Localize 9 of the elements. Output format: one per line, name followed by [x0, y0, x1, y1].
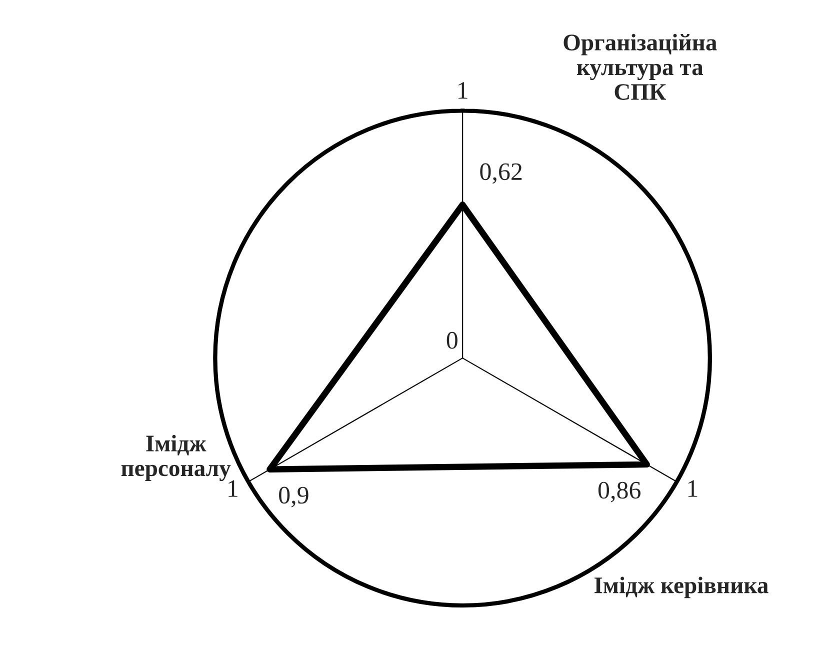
spoke-label: Імідж керівника	[594, 576, 768, 598]
text: 1	[458, 82, 468, 99]
spoke-label: Організаційна культура та СПК	[564, 34, 717, 100]
data-label: 0,62	[480, 163, 522, 184]
spoke-label: Імідж персоналу	[121, 434, 231, 482]
text: 1	[688, 480, 698, 497]
y-tick-label: 0	[446, 332, 458, 349]
data-label: 0,86	[598, 482, 641, 502]
data-label: 0,9	[279, 486, 308, 508]
